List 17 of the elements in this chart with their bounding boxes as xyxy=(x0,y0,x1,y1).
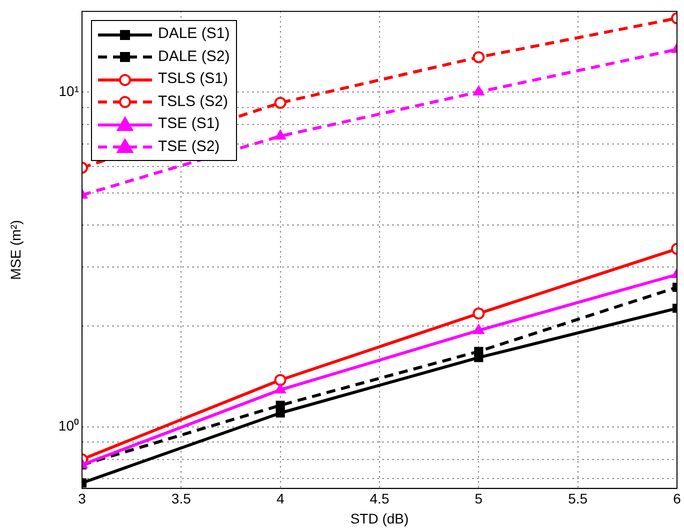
x-tick-label: 4.5 xyxy=(370,490,390,507)
y-tick-label: 10⁰ xyxy=(58,418,79,434)
legend-label: DALE (S1) xyxy=(158,24,230,44)
x-tick-label: 6 xyxy=(673,490,682,507)
legend-label: TSE (S2) xyxy=(158,136,220,157)
x-tick-label: 5.5 xyxy=(568,490,588,507)
x-tick-label: 3.5 xyxy=(171,490,192,507)
x-tick-label: 5 xyxy=(474,490,483,507)
legend-label: DALE (S2) xyxy=(158,46,230,67)
x-tick-label: 4 xyxy=(276,490,284,507)
x-tick-label: 3 xyxy=(78,490,86,507)
legend-label: TSLS (S1) xyxy=(158,69,228,90)
x-axis-title: STD (dB) xyxy=(350,510,409,526)
legend-label: TSE (S1) xyxy=(158,114,220,134)
y-tick-label: 10¹ xyxy=(58,82,80,99)
y-axis-title: MSE (m²) xyxy=(7,220,24,280)
legend-label: TSLS (S2) xyxy=(158,92,228,112)
